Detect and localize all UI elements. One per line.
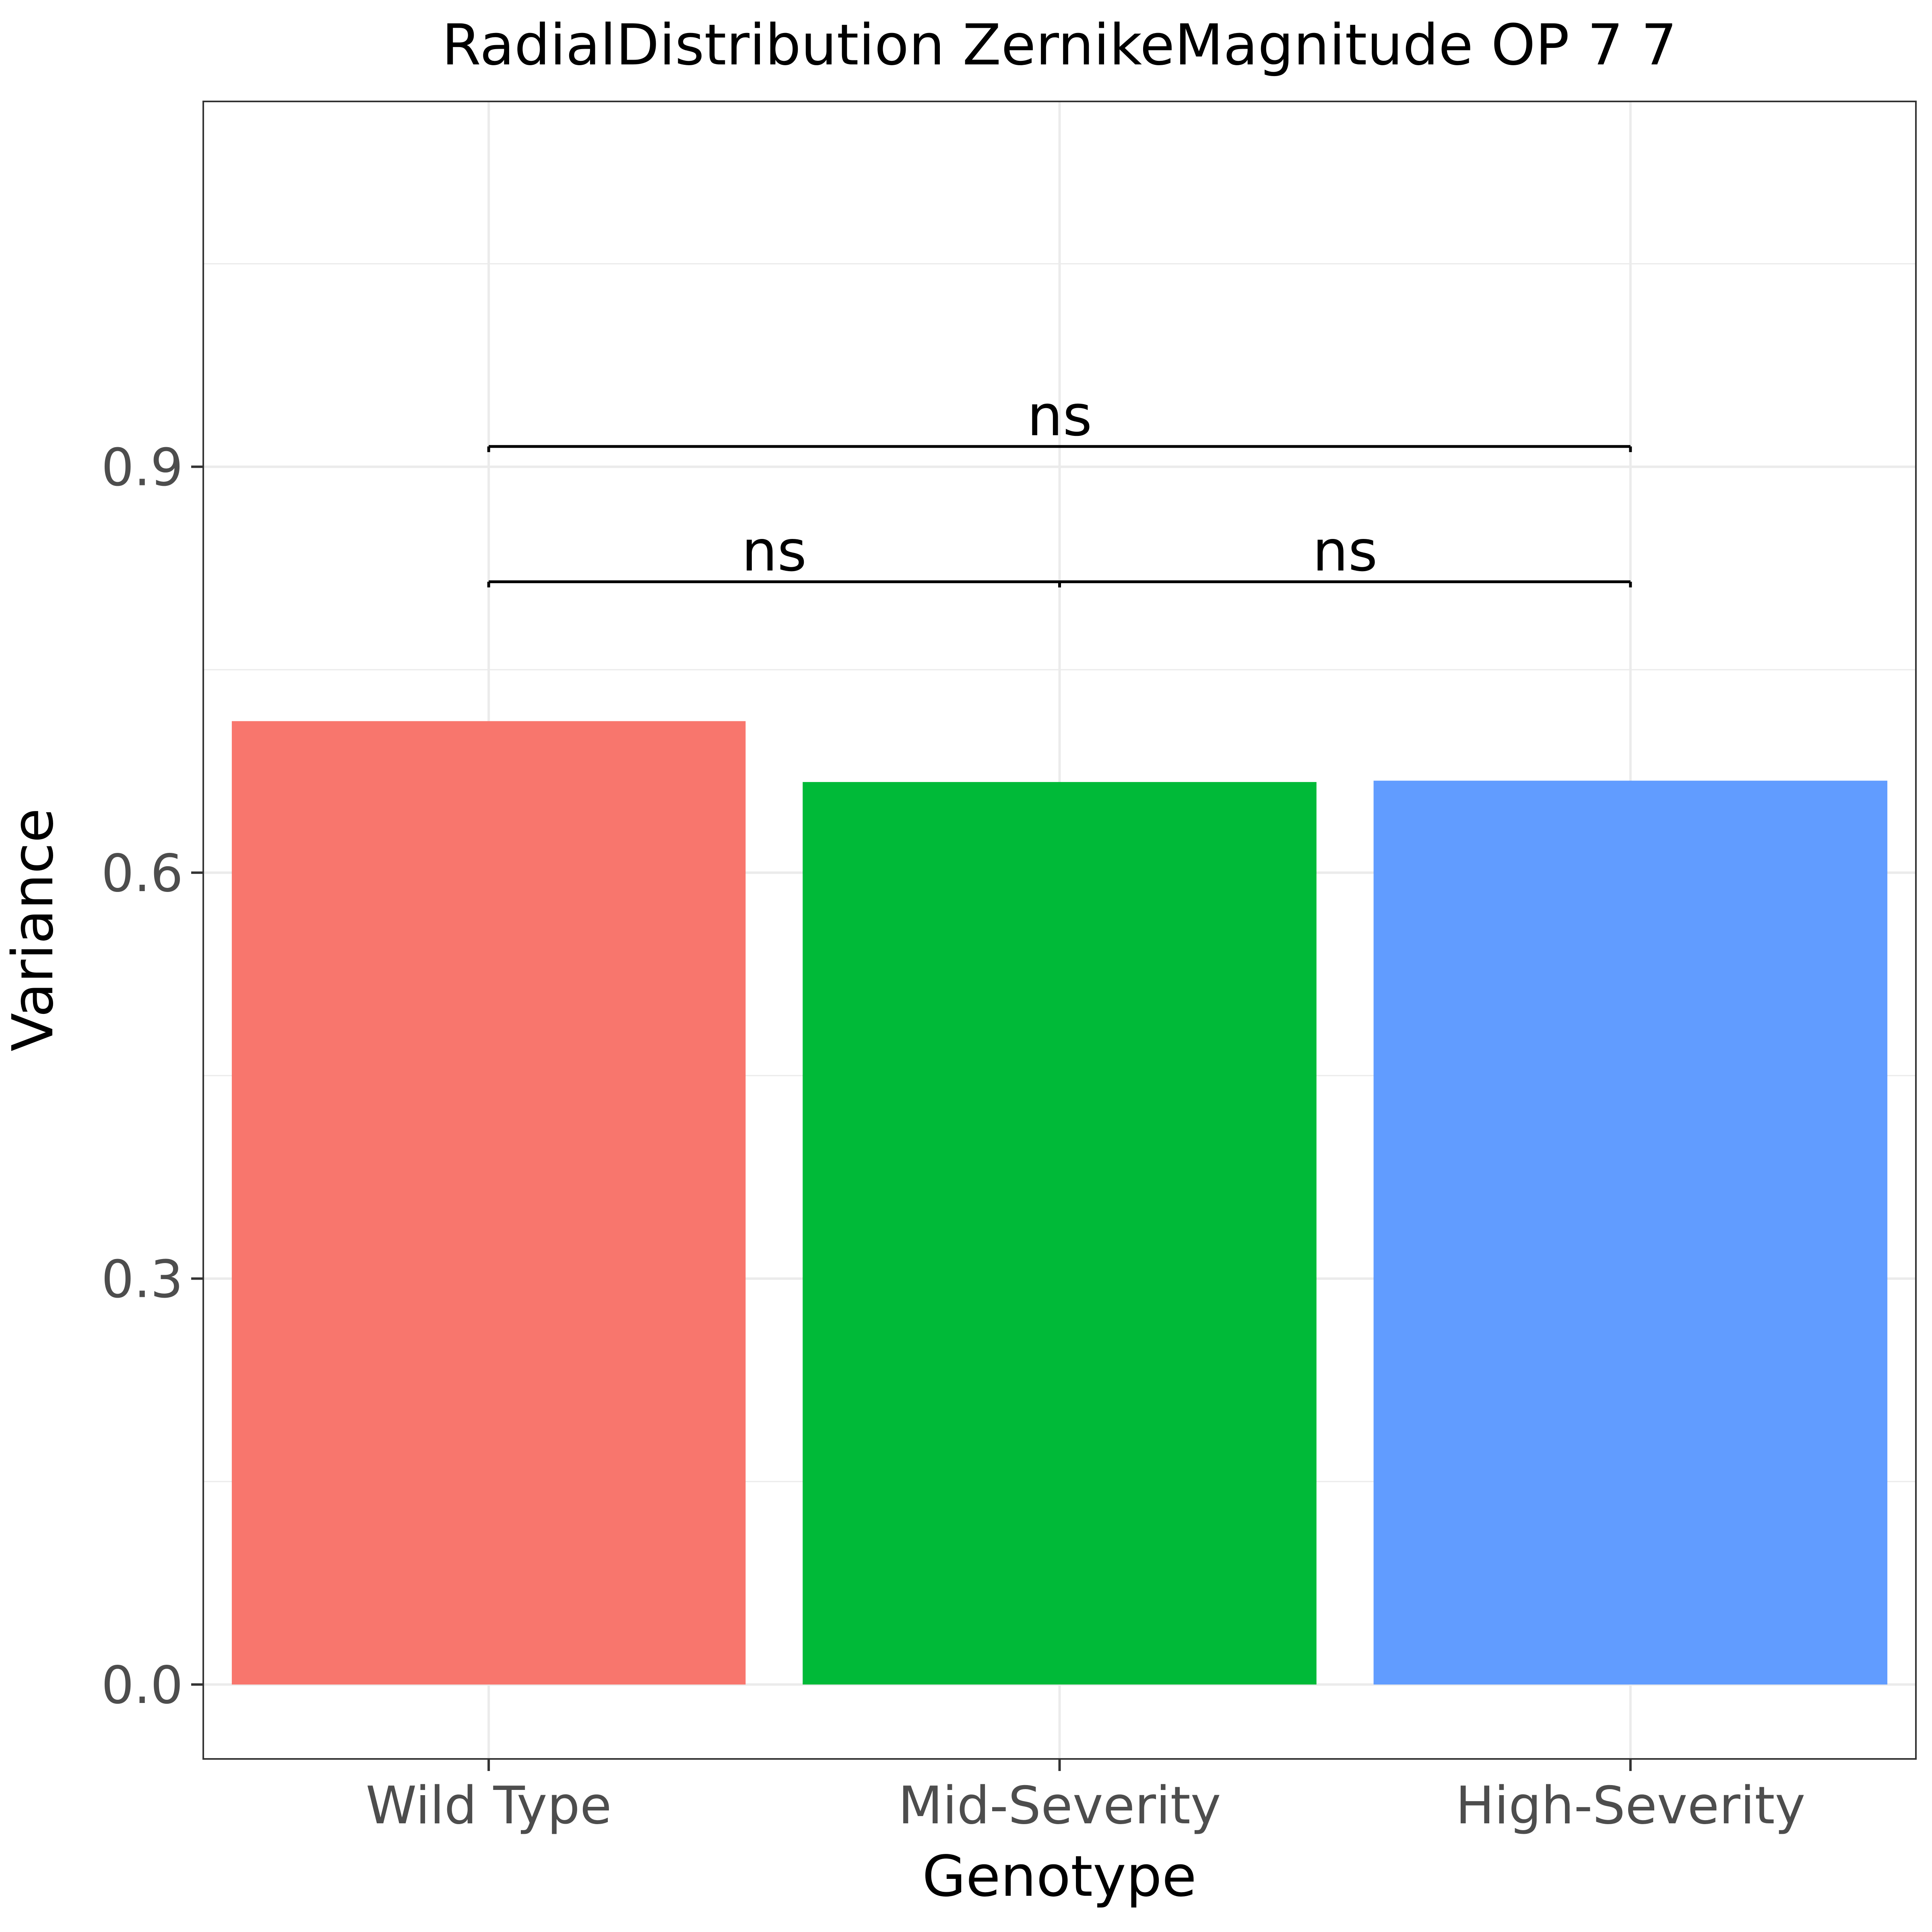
bar — [803, 782, 1317, 1685]
x-tick-label: Mid-Severity — [898, 1776, 1221, 1836]
x-axis: Wild Type Mid-Severity High-Severity — [366, 1759, 1805, 1836]
bar — [231, 721, 746, 1685]
chart-title: RadialDistribution ZernikeMagnitude OP 7… — [442, 12, 1677, 78]
significance-brackets: ns ns ns — [487, 383, 1632, 588]
y-tick-label: 0.0 — [101, 1655, 183, 1715]
bars — [231, 721, 1888, 1685]
y-tick-label: 0.3 — [101, 1250, 183, 1310]
y-axis-title: Variance — [0, 808, 66, 1052]
significance-label: ns — [1027, 383, 1092, 449]
significance-label: ns — [741, 518, 807, 584]
x-tick-label: High-Severity — [1455, 1776, 1805, 1836]
y-tick-label: 0.9 — [101, 438, 183, 498]
y-axis: 0.0 0.3 0.6 0.9 — [101, 438, 203, 1715]
y-tick-label: 0.6 — [101, 844, 183, 904]
x-axis-title: Genotype — [922, 1844, 1197, 1909]
significance-label: ns — [1313, 518, 1378, 584]
x-tick-label: Wild Type — [366, 1776, 612, 1836]
bar — [1373, 780, 1888, 1685]
